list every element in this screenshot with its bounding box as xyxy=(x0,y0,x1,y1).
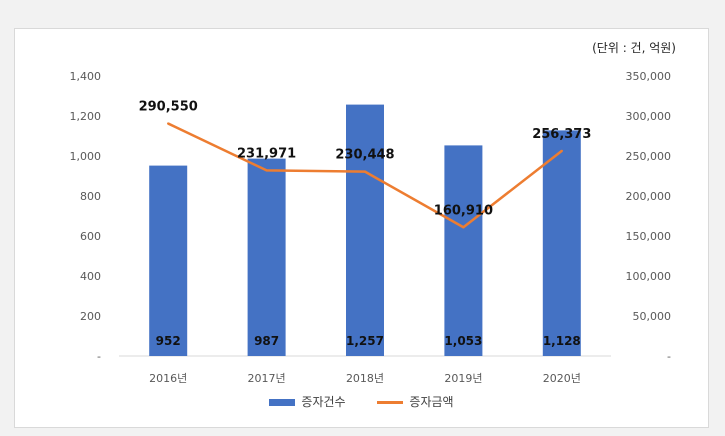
x-tick-label: 2018년 xyxy=(346,372,384,385)
y-left-tick-label: 1,000 xyxy=(70,150,102,163)
bar-data-label: 1,257 xyxy=(346,334,384,348)
x-tick-label: 2016년 xyxy=(149,372,187,385)
y-left-tick-label: 200 xyxy=(80,310,101,323)
y-right-tick-label: 150,000 xyxy=(626,230,672,243)
line-point xyxy=(265,169,268,172)
bar-data-label: 952 xyxy=(156,334,181,348)
legend-label-bar: 증자건수 xyxy=(301,395,346,409)
chart-frame: (단위 : 건, 억원) - 200 400 600 800 1,000 1,200 1,40… xyxy=(14,28,709,428)
y-right-tick-label: 50,000 xyxy=(633,310,672,323)
bar-data-label: 987 xyxy=(254,334,279,348)
bar-2016년 xyxy=(149,165,188,356)
x-tick-label: 2020년 xyxy=(543,372,581,385)
y-left-tick-label: 800 xyxy=(80,190,101,203)
bar-data-label: 1,128 xyxy=(543,334,581,348)
legend-item-bar: 증자건수 xyxy=(269,393,346,410)
line-point xyxy=(560,149,563,153)
line-data-label: 256,373 xyxy=(532,127,591,142)
bar-2019년 xyxy=(444,145,483,356)
y-left-tick-label: - xyxy=(97,350,101,363)
combo-chart: - 200 400 600 800 1,000 1,200 1,400 - 50,000 100,… xyxy=(70,70,672,385)
unit-note: (단위 : 건, 억원) xyxy=(592,41,676,55)
legend-label-line: 증자금액 xyxy=(409,395,454,409)
line-data-label: 160,910 xyxy=(434,203,493,218)
line-point xyxy=(462,226,465,229)
bar-2018년 xyxy=(346,104,384,356)
bar-2020년 xyxy=(542,130,581,356)
line-data-label: 290,550 xyxy=(139,100,198,115)
x-tick-label: 2017년 xyxy=(248,372,286,385)
y-right-tick-label: 200,000 xyxy=(626,190,672,203)
legend-item-line: 증자금액 xyxy=(377,393,454,410)
y-left-tick-label: 400 xyxy=(80,270,101,283)
y-left-tick-label: 1,400 xyxy=(70,70,102,83)
legend: 증자건수 증자금액 xyxy=(15,393,708,410)
line-data-label: 231,971 xyxy=(237,146,296,161)
bar-2017년 xyxy=(247,158,286,356)
y-right-tick-label: 300,000 xyxy=(626,110,672,123)
y-right-tick-label: 100,000 xyxy=(626,270,672,283)
bar-data-label: 1,053 xyxy=(444,334,482,348)
line-point xyxy=(167,122,170,125)
y-left-tick-label: 600 xyxy=(80,230,101,243)
line-data-label: 230,448 xyxy=(335,148,394,163)
y-left-tick-label: 1,200 xyxy=(70,110,102,123)
y-right-tick-label: 350,000 xyxy=(626,70,672,83)
y-right-tick-label: 250,000 xyxy=(626,150,672,163)
legend-swatch-line xyxy=(377,401,404,404)
line-point xyxy=(363,170,367,173)
x-tick-label: 2019년 xyxy=(444,372,482,385)
y-right-tick-label: - xyxy=(667,350,671,363)
legend-swatch-bar xyxy=(269,399,296,406)
